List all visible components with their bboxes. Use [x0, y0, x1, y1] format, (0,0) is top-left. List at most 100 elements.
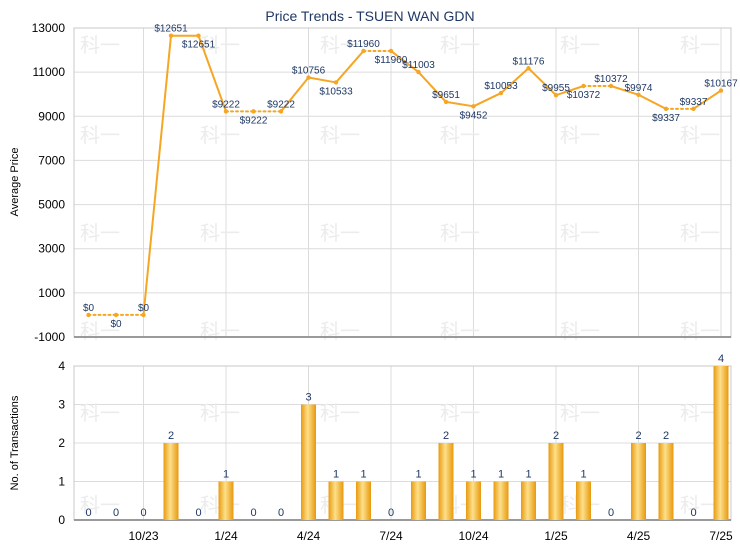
price-point [86, 312, 91, 318]
transaction-count-label: 1 [470, 469, 476, 481]
transaction-count-label: 2 [443, 430, 449, 442]
price-line-segment [142, 34, 172, 316]
price-point [498, 90, 504, 96]
price-data-label: $9651 [432, 90, 460, 101]
price-line-segment [390, 49, 420, 74]
transaction-bar [713, 366, 729, 520]
price-line-segment [692, 89, 722, 110]
transaction-count-label: 0 [113, 507, 119, 519]
transaction-count-label: 0 [140, 507, 146, 519]
price-data-label: $0 [110, 319, 122, 330]
transaction-count-label: 0 [85, 507, 91, 519]
price-y-tick-label: 1000 [38, 286, 65, 300]
price-line-segment [637, 93, 667, 110]
x-tick-label: 7/24 [379, 529, 403, 543]
transaction-bar [163, 443, 179, 520]
price-y-tick-label: 13000 [32, 21, 66, 35]
price-y-tick-label: 5000 [38, 198, 65, 212]
price-point [471, 104, 476, 109]
watermark-text: 科一 [320, 319, 360, 343]
watermark-text: 科一 [80, 33, 120, 57]
x-tick-label: 4/25 [627, 529, 651, 543]
watermark-text: 科一 [80, 123, 120, 147]
price-data-label: $11176 [513, 56, 545, 67]
price-point [526, 66, 531, 71]
transaction-bar [631, 443, 646, 520]
price-data-label: $11003 [402, 60, 435, 71]
price-data-label: $11960 [375, 55, 408, 66]
transactions-y-tick-label: 1 [58, 475, 65, 489]
price-point [416, 69, 421, 75]
transaction-count-label: 0 [608, 507, 614, 519]
transaction-count-label: 1 [525, 469, 531, 481]
price-line-segment [445, 100, 475, 108]
watermark-text: 科一 [320, 33, 360, 57]
price-data-label: $9222 [240, 115, 268, 126]
plot-frames [73, 27, 732, 521]
watermark-text: 科一 [80, 319, 120, 343]
price-data-label: $10756 [292, 66, 326, 77]
watermark-text: 科一 [440, 33, 480, 57]
price-data-label: $9452 [460, 110, 488, 121]
watermark-text: 科一 [680, 221, 720, 245]
transaction-count-label: 2 [553, 430, 559, 442]
price-data-label: $11960 [347, 39, 380, 50]
price-point [608, 83, 614, 89]
watermark-text: 科一 [440, 401, 480, 425]
price-line-segment [555, 85, 585, 97]
watermark-text: 科一 [80, 401, 120, 425]
price-point [306, 75, 311, 80]
transaction-count-label: 0 [690, 507, 696, 519]
watermark-text: 科一 [560, 221, 600, 245]
transaction-bar [218, 481, 234, 520]
price-point [663, 106, 669, 112]
price-line-segment [527, 67, 557, 97]
transaction-count-label: 2 [663, 430, 669, 442]
price-data-label: $10372 [567, 90, 601, 101]
transaction-bar [548, 443, 564, 520]
price-data-label: $9337 [652, 113, 680, 124]
watermark-text: 科一 [560, 401, 600, 425]
price-line-segment [610, 85, 640, 96]
price-y-axis-label: Average Price [9, 148, 21, 217]
price-line-segment [335, 49, 365, 84]
price-point [251, 109, 256, 114]
x-tick-label: 10/23 [128, 529, 158, 543]
price-line-segment [500, 67, 530, 95]
price-data-label: $10372 [594, 74, 628, 85]
price-point [388, 48, 394, 54]
price-line-series [86, 33, 724, 318]
transaction-count-label: 2 [635, 430, 641, 442]
watermark-text: 科一 [80, 221, 120, 245]
transaction-bar [411, 481, 426, 520]
price-line-segment [417, 71, 447, 103]
price-point [553, 93, 559, 98]
price-point [636, 92, 641, 97]
transaction-count-label: 1 [580, 469, 586, 481]
price-point [333, 80, 339, 85]
transaction-count-label: 2 [168, 430, 174, 442]
price-data-label: $9222 [212, 99, 240, 110]
watermark-text: 科一 [560, 319, 600, 343]
x-tick-label: 1/25 [544, 529, 568, 543]
transaction-count-label: 3 [305, 392, 311, 404]
watermark-text: 科一 [560, 123, 600, 147]
transaction-bar [521, 481, 536, 520]
price-y-tick-label: 3000 [38, 242, 65, 256]
watermark-text: 科一 [680, 401, 720, 425]
price-data-label: $10533 [319, 86, 353, 97]
x-tick-label: 7/25 [709, 529, 733, 543]
price-point [168, 33, 174, 38]
watermark-text: 科一 [200, 401, 240, 425]
watermark-text: 科一 [440, 123, 480, 147]
transaction-bar [438, 443, 454, 520]
price-point [113, 312, 119, 318]
price-point [581, 83, 586, 89]
price-data-label: $10053 [484, 81, 518, 92]
x-tick-label: 1/24 [214, 529, 238, 543]
tick-labels: -100010003000500070009000110001300001234… [32, 21, 733, 543]
price-data-label: $9222 [267, 99, 295, 110]
transaction-count-label: 0 [278, 507, 284, 519]
